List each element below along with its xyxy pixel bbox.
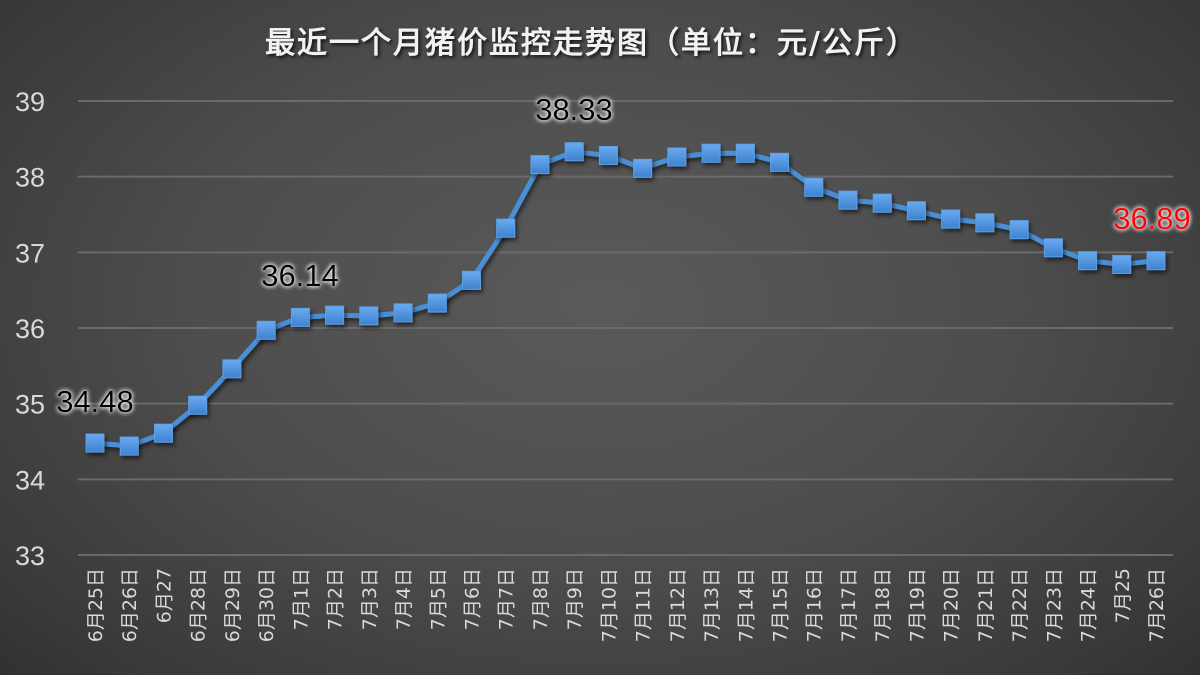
y-tick-label: 36: [15, 314, 45, 344]
data-point-marker: [872, 193, 892, 213]
x-tick-label: 7月13日: [701, 568, 723, 642]
x-axis: 6月25日 6月26日 6月27 6月28日 6月29日 6月30日 7月1日 7月2日 7月3…: [85, 568, 1168, 642]
x-tick-label: 7月25: [1112, 568, 1134, 623]
data-point-marker: [838, 190, 858, 210]
data-label: 34.48: [56, 384, 134, 419]
x-tick-label: 7月21日: [975, 568, 997, 642]
x-tick-label: 7月22日: [1009, 568, 1031, 642]
x-tick-label: 7月4日: [393, 568, 415, 630]
data-label: 36.14: [261, 258, 339, 293]
data-label: 38.33: [535, 92, 613, 127]
x-tick-label: 7月20日: [941, 568, 963, 642]
gridlines: [78, 100, 1173, 556]
data-point-marker: [633, 158, 653, 178]
data-point-marker: [222, 359, 242, 379]
price-series: [85, 142, 1166, 456]
data-point-marker: [975, 213, 995, 233]
chart-title: 最近一个月猪价监控走势图（单位：元/公斤）: [265, 26, 918, 61]
y-tick-label: 34: [15, 465, 45, 495]
data-point-marker: [667, 147, 687, 167]
x-tick-label: 6月28日: [188, 568, 210, 642]
y-tick-label: 39: [15, 87, 45, 117]
data-point-marker: [1009, 220, 1029, 240]
data-point-marker: [256, 320, 276, 340]
y-axis: 33 34 35 36 37 38 39: [15, 87, 45, 571]
y-tick-label: 37: [15, 238, 45, 268]
x-tick-label: 6月30日: [256, 568, 278, 642]
data-point-marker: [290, 307, 310, 327]
x-tick-label: 7月23日: [1043, 568, 1065, 642]
data-point-marker: [85, 433, 105, 453]
data-point-marker: [941, 209, 961, 229]
data-point-marker: [1112, 254, 1132, 274]
x-tick-label: 6月26日: [119, 568, 141, 642]
x-tick-label: 7月9日: [564, 568, 586, 630]
data-label: 36.89: [1113, 201, 1191, 236]
x-tick-label: 7月24日: [1078, 568, 1100, 642]
x-tick-label: 7月6日: [461, 568, 483, 630]
data-point-marker: [701, 143, 721, 163]
data-point-marker: [188, 395, 208, 415]
data-labels: 34.48 36.14 38.33 36.89: [56, 92, 1191, 419]
data-point-marker: [530, 155, 550, 175]
data-point-marker: [393, 303, 413, 323]
data-point-marker: [1146, 251, 1166, 271]
y-tick-label: 33: [15, 541, 45, 571]
data-point-marker: [770, 152, 790, 172]
x-tick-label: 7月18日: [872, 568, 894, 642]
x-tick-label: 7月12日: [667, 568, 689, 642]
data-point-marker: [804, 177, 824, 197]
x-tick-label: 7月1日: [290, 568, 312, 630]
data-point-marker: [1043, 238, 1063, 258]
x-tick-label: 6月25日: [85, 568, 107, 642]
x-tick-label: 7月3日: [359, 568, 381, 630]
data-point-marker: [1078, 251, 1098, 271]
x-tick-label: 7月8日: [530, 568, 552, 630]
x-tick-label: 7月17日: [838, 568, 860, 642]
data-point-marker: [153, 423, 173, 443]
data-point-marker: [906, 201, 926, 221]
price-line: [94, 149, 1157, 449]
x-tick-label: 7月16日: [804, 568, 826, 642]
data-point-marker: [461, 270, 481, 290]
data-point-marker: [564, 142, 584, 162]
data-point-marker: [427, 293, 447, 313]
x-tick-label: 7月15日: [770, 568, 792, 642]
y-tick-label: 38: [15, 163, 45, 193]
data-point-marker: [496, 218, 516, 238]
x-tick-label: 6月27: [153, 568, 175, 623]
x-tick-label: 7月14日: [735, 568, 757, 642]
x-tick-label: 6月29日: [222, 568, 244, 642]
data-point-marker: [735, 143, 755, 163]
x-tick-label: 7月7日: [496, 568, 518, 630]
x-tick-label: 7月10日: [598, 568, 620, 642]
data-point-marker: [325, 305, 345, 325]
x-tick-label: 7月26日: [1146, 568, 1168, 642]
x-tick-label: 7月19日: [906, 568, 928, 642]
x-tick-label: 7月2日: [325, 568, 347, 630]
data-point-marker: [359, 306, 379, 326]
x-tick-label: 7月5日: [427, 568, 449, 630]
y-tick-label: 35: [15, 390, 45, 420]
x-tick-label: 7月11日: [633, 568, 655, 642]
data-point-marker: [598, 145, 618, 165]
data-point-marker: [119, 436, 139, 456]
